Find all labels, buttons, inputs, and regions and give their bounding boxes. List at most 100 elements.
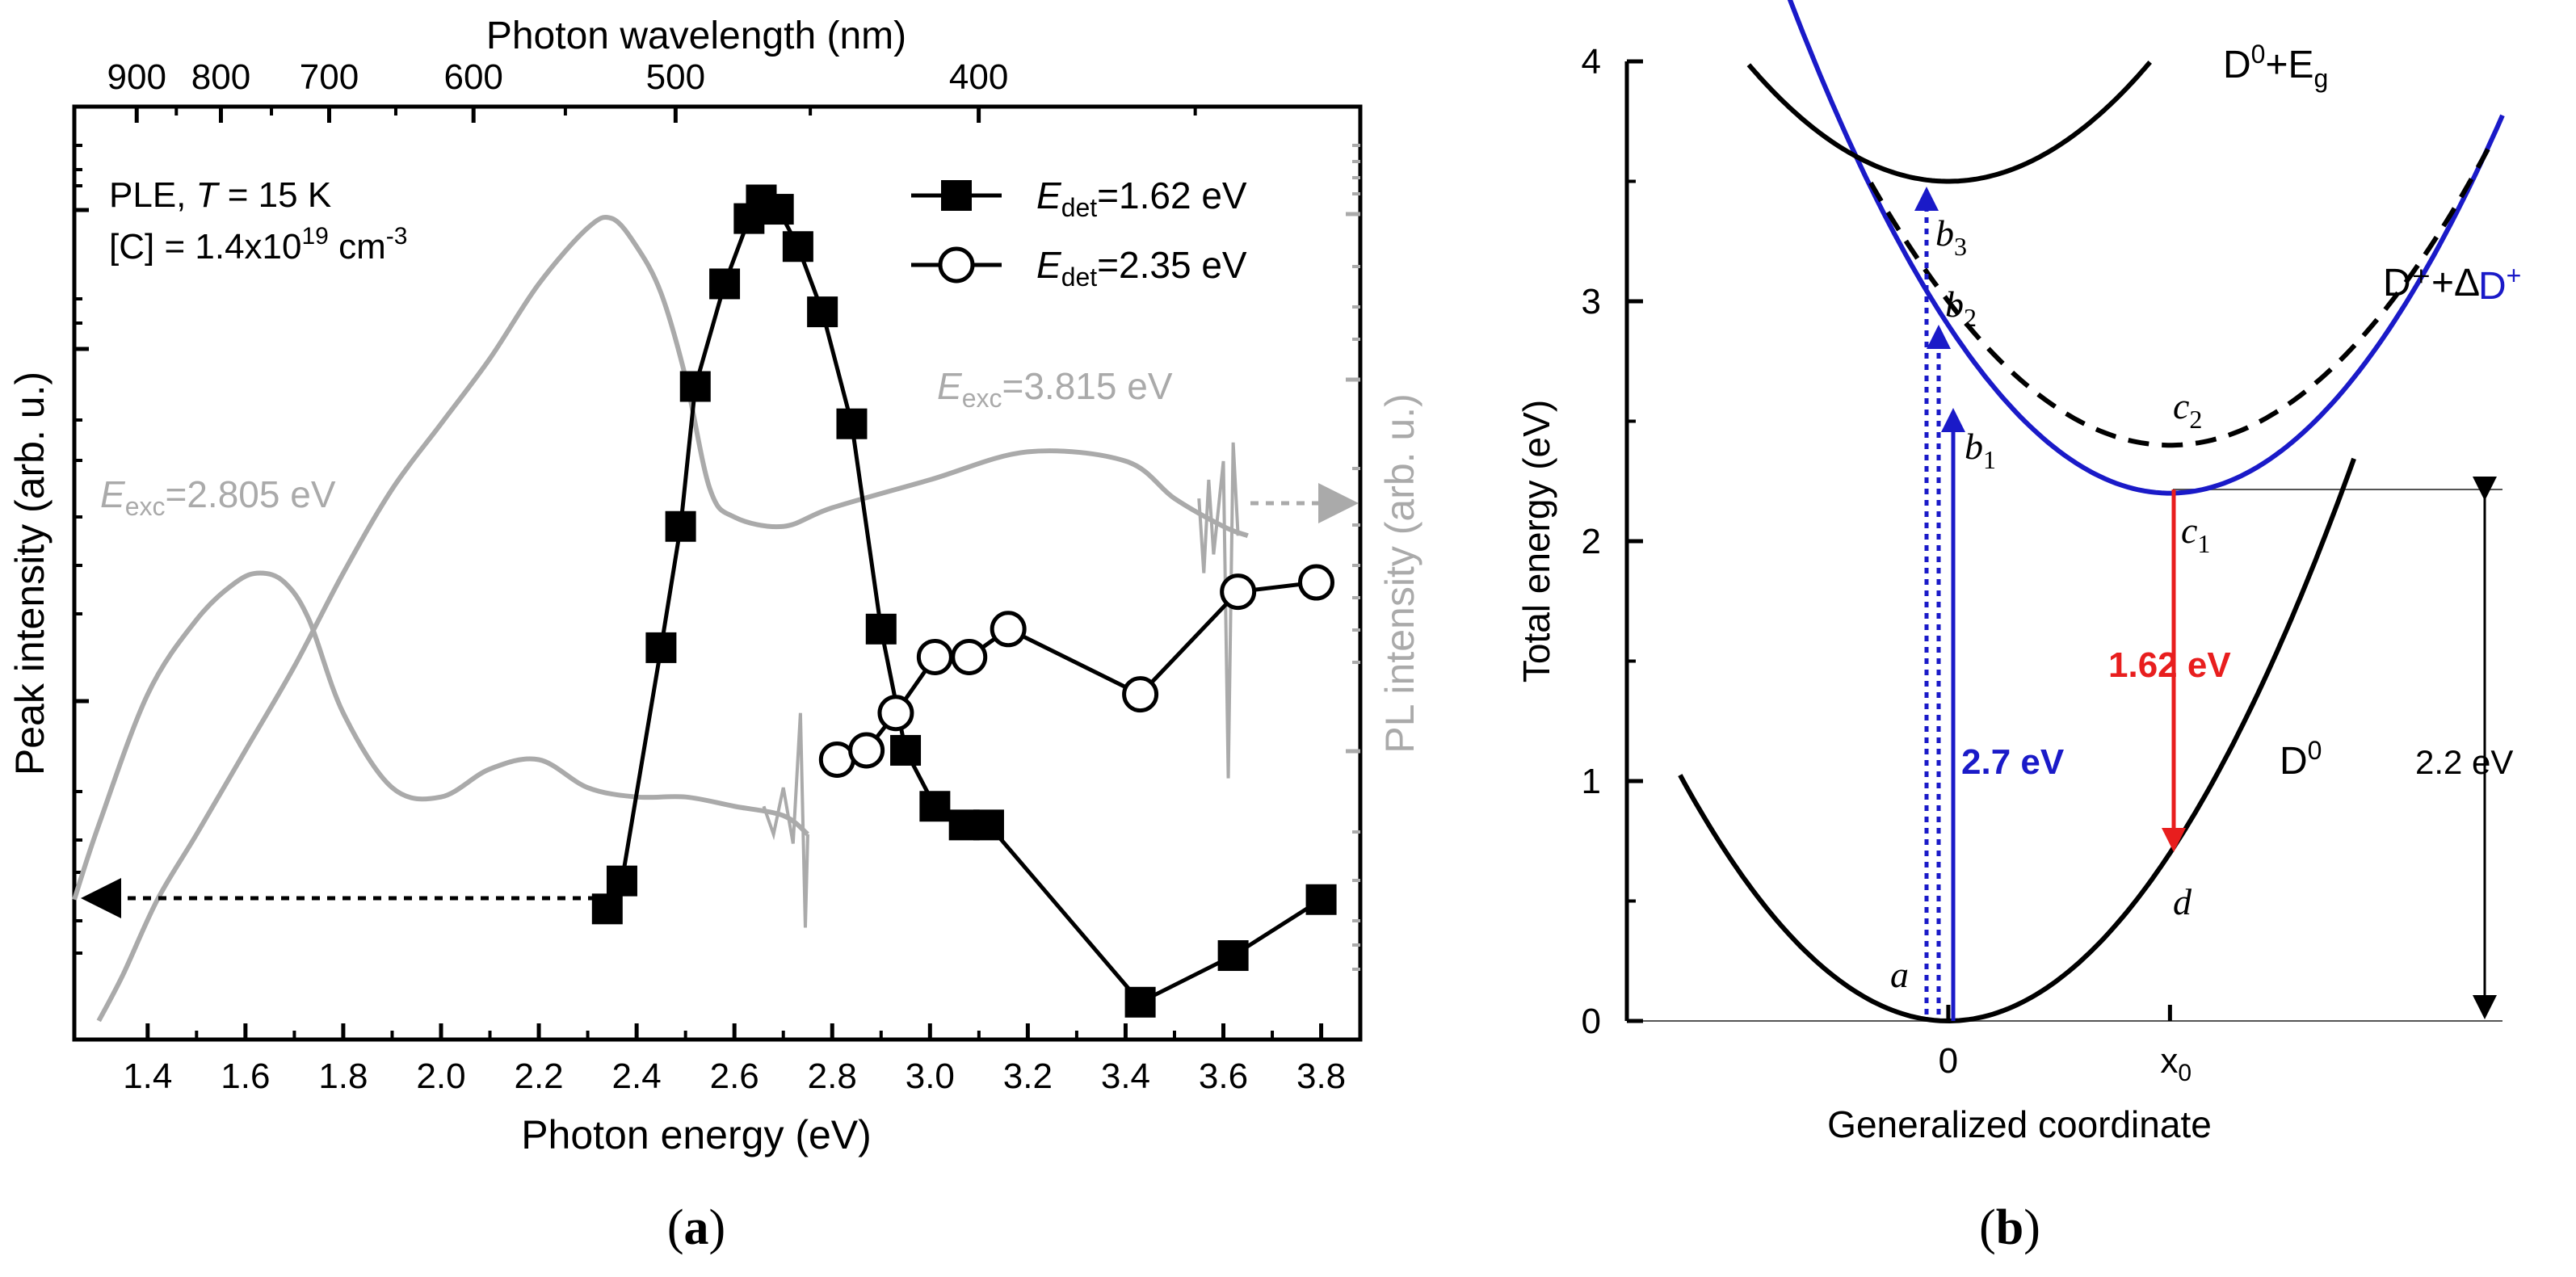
panel-b-x-ticks: 0 x0 <box>1939 1005 2191 1086</box>
x-tick-label: 2.4 <box>612 1056 662 1096</box>
top-tick-label: 700 <box>300 57 359 97</box>
data-point-square <box>836 408 868 439</box>
panel-b-curves <box>1678 0 2505 1024</box>
x-axis-title: Photon energy (eV) <box>521 1112 872 1157</box>
top-tick-label: 500 <box>646 57 705 97</box>
curve-label-dplus-delta: D⁺+Δ <box>2383 262 2480 305</box>
x-tick-label: 3.0 <box>906 1056 955 1096</box>
curve-d0 <box>1678 457 2356 1024</box>
panel-a: 1.4 1.6 1.8 2.0 2.2 2.4 2.6 2.8 3.0 3.2 3.4 3.6 3.8 … <box>7 15 1422 1255</box>
pl-curve-eexc-3815 <box>96 214 1249 1023</box>
data-point-circle <box>1298 564 1335 601</box>
y-tick-label: 2 <box>1582 522 1601 561</box>
x-tick-label-zero: 0 <box>1939 1041 1958 1081</box>
data-point-square <box>973 809 1004 841</box>
data-point-circle <box>916 638 953 675</box>
y-tick-label: 3 <box>1582 282 1601 321</box>
transition-label-2-7ev: 2.7 eV <box>1961 742 2065 782</box>
point-label-c2: c2 <box>2173 385 2202 434</box>
x-tick-label: 1.6 <box>221 1056 270 1096</box>
curve-label-eexc-2805: Eexc=2.805 eV <box>100 473 336 521</box>
panel-b-label: (b) <box>1979 1200 2040 1255</box>
legend-circle-marker <box>938 246 975 284</box>
data-point-square <box>645 632 677 663</box>
curve-label-d0: D0 <box>2280 736 2322 783</box>
x-tick-label: 2.6 <box>710 1056 759 1096</box>
x-tick-label: 1.8 <box>318 1056 368 1096</box>
data-point-square <box>1124 986 1156 1018</box>
point-label-b3: b3 <box>1935 212 1967 261</box>
point-label-b1: b1 <box>1965 426 1996 474</box>
data-point-square <box>865 613 897 645</box>
panel-a-series-lines <box>605 197 1322 1005</box>
y-tick-label: 1 <box>1582 762 1601 801</box>
data-point-circle <box>1220 573 1257 611</box>
point-label-c1: c1 <box>2181 510 2210 558</box>
data-point-square <box>665 510 696 542</box>
x-tick-label: 1.4 <box>123 1056 172 1096</box>
data-point-circle <box>848 732 885 769</box>
panel-a-left-axis-ticks <box>74 144 89 955</box>
curve-label-eexc-3815: Eexc=3.815 eV <box>937 365 1173 413</box>
gap-label: 2.2 eV <box>2415 743 2513 781</box>
x-tick-label: 3.4 <box>1101 1056 1150 1096</box>
x-tick-label: 2.8 <box>808 1056 857 1096</box>
data-point-square <box>709 268 741 300</box>
svg-text:Edet=1.62 eV: Edet=1.62 eV <box>1036 174 1247 222</box>
data-point-circle <box>877 695 914 732</box>
data-point-square <box>782 231 813 263</box>
x-tick-label: 3.8 <box>1296 1056 1346 1096</box>
data-point-square <box>1217 940 1249 972</box>
series-line-edet-235 <box>836 580 1317 762</box>
ple-temperature-label: PLE, T = 15 K <box>109 175 331 215</box>
pl-curve-eexc-2805 <box>72 570 809 901</box>
data-point-square <box>919 791 951 822</box>
panel-a-markers <box>591 184 1337 1018</box>
data-point-circle <box>951 638 988 675</box>
y-tick-label: 0 <box>1582 1002 1601 1041</box>
point-label-b2: b2 <box>1945 284 1977 332</box>
curve-dplus <box>1787 0 2505 496</box>
data-point-square <box>679 371 711 402</box>
concentration-label: [C] = 1.4x1019 cm-3 <box>109 223 407 267</box>
curve-label-d0-eg: D0+Eg <box>2223 40 2328 93</box>
legend-entry-edet-235: Edet=2.35 eV <box>911 244 1247 292</box>
curve-dplus-delta <box>1868 141 2494 448</box>
panel-a-pl-curves <box>72 214 1249 1023</box>
series-line-edet-162 <box>605 197 1322 1005</box>
data-point-square <box>763 194 794 225</box>
point-label-a: a <box>1890 954 1909 995</box>
x-tick-label-x0: x0 <box>2160 1041 2191 1086</box>
x-tick-label: 3.6 <box>1199 1056 1248 1096</box>
right-axis-title: PL intensity (arb. u.) <box>1377 393 1422 754</box>
legend-square-marker <box>941 180 972 211</box>
data-point-square <box>591 893 623 925</box>
legend-entry-edet-162: Edet=1.62 eV <box>911 174 1247 222</box>
transition-label-1-62ev: 1.62 eV <box>2108 645 2231 685</box>
top-tick-label: 400 <box>949 57 1008 97</box>
top-tick-label: 800 <box>191 57 250 97</box>
y-tick-label: 4 <box>1582 42 1601 82</box>
data-point-circle <box>1122 676 1159 713</box>
panel-b-y-axis-title: Total energy (eV) <box>1515 400 1557 683</box>
top-tick-label: 900 <box>107 57 166 97</box>
svg-text:Edet=2.35 eV: Edet=2.35 eV <box>1036 244 1247 292</box>
x-tick-label: 2.2 <box>514 1056 563 1096</box>
pl-noise-high <box>1197 442 1240 779</box>
x-tick-label: 3.2 <box>1003 1056 1053 1096</box>
data-point-square <box>606 865 637 897</box>
panel-b-x-axis-title: Generalized coordinate <box>1827 1103 2212 1145</box>
left-axis-title: Peak intensity (arb. u.) <box>7 372 53 775</box>
panel-a-top-axis-ticks: 900 800 700 600 500 400 <box>107 57 1197 123</box>
legend: Edet=1.62 eV Edet=2.35 eV <box>911 174 1247 292</box>
pl-noise-low <box>762 712 809 928</box>
top-tick-label: 600 <box>443 57 502 97</box>
panel-a-bottom-axis-ticks: 1.4 1.6 1.8 2.0 2.2 2.4 2.6 2.8 3.0 3.2 3.4 3.6 3.8 <box>123 1023 1346 1096</box>
curve-d0-eg <box>1746 60 2152 184</box>
x-tick-label: 2.0 <box>416 1056 465 1096</box>
data-point-circle <box>990 611 1027 648</box>
data-point-square <box>890 734 922 766</box>
